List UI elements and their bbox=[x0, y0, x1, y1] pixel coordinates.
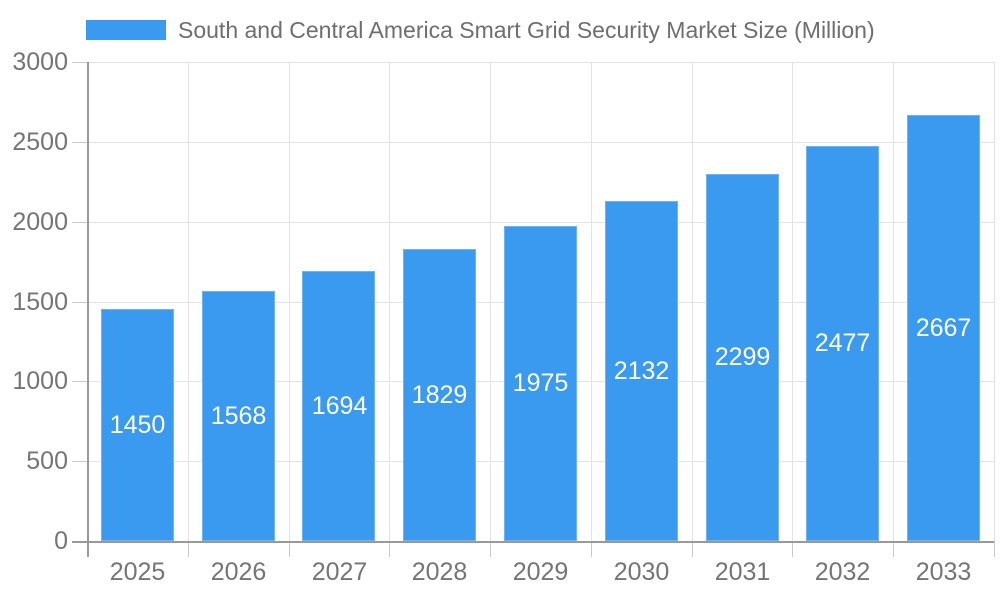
y-axis-line bbox=[87, 62, 89, 557]
y-axis-tick-label: 1000 bbox=[12, 367, 68, 395]
x-axis-tick-label: 2030 bbox=[613, 558, 670, 586]
chart-legend[interactable]: South and Central America Smart Grid Sec… bbox=[86, 15, 875, 45]
bar-value-label: 2132 bbox=[613, 357, 670, 385]
bar-2028[interactable] bbox=[403, 249, 476, 541]
x-axis-tick-label: 2025 bbox=[109, 558, 166, 586]
x-gridline bbox=[289, 62, 290, 541]
x-axis-tick-label: 2027 bbox=[311, 558, 368, 586]
bar-value-label: 1450 bbox=[109, 411, 166, 439]
legend-label: South and Central America Smart Grid Sec… bbox=[178, 16, 875, 43]
x-gridline bbox=[591, 62, 592, 541]
y-axis-tick-label: 2500 bbox=[12, 128, 68, 156]
x-axis-tick-label: 2031 bbox=[714, 558, 771, 586]
bar-2026[interactable] bbox=[202, 291, 275, 541]
y-tick bbox=[72, 381, 87, 382]
bar-value-label: 1975 bbox=[512, 369, 569, 397]
y-gridline bbox=[87, 142, 994, 143]
y-tick bbox=[72, 461, 87, 462]
x-tick bbox=[389, 541, 390, 557]
x-gridline bbox=[893, 62, 894, 541]
y-axis-tick-label: 3000 bbox=[12, 48, 68, 76]
x-axis-line bbox=[72, 541, 994, 543]
x-gridline bbox=[792, 62, 793, 541]
bar-2031[interactable] bbox=[706, 174, 779, 541]
x-gridline bbox=[994, 62, 995, 541]
bar-value-label: 1694 bbox=[311, 392, 368, 420]
y-gridline bbox=[87, 62, 994, 63]
x-gridline bbox=[692, 62, 693, 541]
x-axis-tick-label: 2026 bbox=[210, 558, 267, 586]
y-axis-tick-label: 500 bbox=[26, 447, 68, 475]
x-gridline bbox=[188, 62, 189, 541]
bar-2032[interactable] bbox=[806, 146, 879, 541]
bar-2030[interactable] bbox=[605, 201, 678, 541]
bar-2027[interactable] bbox=[302, 271, 375, 541]
x-gridline bbox=[389, 62, 390, 541]
legend-swatch bbox=[86, 20, 166, 40]
x-tick bbox=[188, 541, 189, 557]
x-gridline bbox=[490, 62, 491, 541]
bar-2029[interactable] bbox=[504, 226, 577, 541]
x-tick bbox=[692, 541, 693, 557]
x-axis-tick-label: 2033 bbox=[915, 558, 972, 586]
bar-value-label: 2299 bbox=[714, 343, 771, 371]
x-axis-tick-label: 2028 bbox=[411, 558, 468, 586]
y-tick bbox=[72, 302, 87, 303]
bar-value-label: 2477 bbox=[814, 329, 871, 357]
bar-2025[interactable] bbox=[101, 309, 174, 541]
y-gridline bbox=[87, 222, 994, 223]
y-axis-tick-label: 0 bbox=[54, 527, 68, 555]
x-tick bbox=[289, 541, 290, 557]
y-tick bbox=[72, 62, 87, 63]
y-axis-tick-label: 1500 bbox=[12, 288, 68, 316]
x-tick bbox=[591, 541, 592, 557]
bar-value-label: 1568 bbox=[210, 402, 267, 430]
bar-value-label: 1829 bbox=[411, 381, 468, 409]
x-tick bbox=[792, 541, 793, 557]
x-tick bbox=[490, 541, 491, 557]
bar-value-label: 2667 bbox=[915, 314, 972, 342]
y-tick bbox=[72, 142, 87, 143]
x-axis-tick-label: 2032 bbox=[814, 558, 871, 586]
y-tick bbox=[72, 222, 87, 223]
y-axis-tick-label: 2000 bbox=[12, 208, 68, 236]
x-tick bbox=[893, 541, 894, 557]
x-tick bbox=[994, 541, 995, 557]
bar-2033[interactable] bbox=[907, 115, 980, 541]
x-axis-tick-label: 2029 bbox=[512, 558, 569, 586]
